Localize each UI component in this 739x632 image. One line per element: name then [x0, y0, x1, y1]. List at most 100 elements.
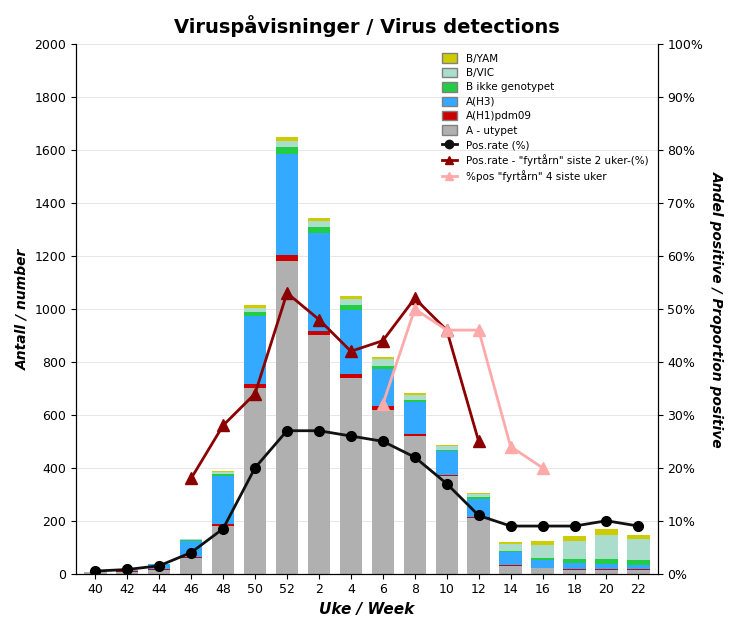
Pos.rate (%)	[410, 453, 419, 461]
%pos "fyrtårn" 4 siste uker	[378, 401, 387, 408]
X-axis label: Uke / Week: Uke / Week	[319, 602, 415, 617]
Bar	[372, 406, 394, 410]
Line: Pos.rate (%): Pos.rate (%)	[90, 426, 643, 576]
%pos "fyrtårn" 4 siste uker	[443, 326, 452, 334]
Bar	[531, 542, 554, 545]
Line: Pos.rate - "fyrtårn" siste 2 uker-(%): Pos.rate - "fyrtårn" siste 2 uker-(%)	[185, 288, 484, 484]
Bar	[403, 402, 426, 434]
Bar	[340, 299, 362, 305]
Bar	[340, 305, 362, 310]
Bar	[468, 518, 490, 574]
Bar	[627, 561, 650, 565]
Bar	[276, 137, 298, 141]
Bar	[307, 233, 330, 331]
Bar	[180, 539, 202, 540]
Bar	[500, 565, 522, 566]
Pos.rate (%)	[602, 517, 611, 525]
Pos.rate (%)	[474, 512, 483, 520]
Bar	[244, 312, 266, 315]
%pos "fyrtårn" 4 siste uker	[506, 443, 515, 451]
Pos.rate - "fyrtårn" siste 2 uker-(%)	[443, 326, 452, 334]
Pos.rate (%)	[538, 522, 547, 530]
Bar	[403, 436, 426, 574]
Bar	[563, 536, 586, 541]
Bar	[276, 147, 298, 154]
Bar	[244, 384, 266, 388]
Bar	[596, 564, 618, 569]
Bar	[531, 568, 554, 574]
Bar	[340, 374, 362, 378]
Bar	[244, 308, 266, 312]
Bar	[403, 392, 426, 395]
Pos.rate (%)	[347, 432, 355, 440]
Pos.rate (%)	[123, 566, 132, 573]
Legend: B/YAM, B/VIC, B ikke genotypet, A(H3), A(H1)pdm09, A - utypet, Pos.rate (%), Pos: B/YAM, B/VIC, B ikke genotypet, A(H3), A…	[437, 49, 653, 186]
Bar	[212, 474, 234, 477]
Bar	[276, 255, 298, 261]
Bar	[435, 446, 458, 450]
Bar	[531, 560, 554, 568]
Bar	[244, 388, 266, 574]
Bar	[244, 315, 266, 384]
Bar	[180, 540, 202, 557]
Bar	[148, 569, 171, 570]
Pos.rate - "fyrtårn" siste 2 uker-(%)	[378, 337, 387, 344]
Bar	[627, 565, 650, 569]
Bar	[531, 545, 554, 558]
Bar	[116, 570, 138, 571]
Bar	[148, 570, 171, 574]
Pos.rate - "fyrtårn" siste 2 uker-(%)	[347, 348, 355, 355]
Pos.rate (%)	[187, 549, 196, 556]
Bar	[468, 499, 490, 517]
Bar	[212, 526, 234, 574]
Bar	[596, 535, 618, 559]
Bar	[403, 400, 426, 402]
Bar	[372, 369, 394, 406]
Bar	[372, 357, 394, 360]
Bar	[212, 524, 234, 526]
Bar	[596, 530, 618, 535]
Bar	[372, 366, 394, 369]
Bar	[500, 552, 522, 565]
Pos.rate - "fyrtårn" siste 2 uker-(%)	[315, 316, 324, 324]
Bar	[212, 472, 234, 474]
Pos.rate (%)	[282, 427, 291, 435]
Pos.rate - "fyrtårn" siste 2 uker-(%)	[282, 289, 291, 297]
Bar	[435, 445, 458, 446]
Bar	[563, 559, 586, 562]
Pos.rate (%)	[634, 522, 643, 530]
Pos.rate (%)	[443, 480, 452, 487]
Pos.rate (%)	[219, 525, 228, 533]
Pos.rate (%)	[570, 522, 579, 530]
Bar	[435, 450, 458, 451]
Pos.rate (%)	[378, 437, 387, 445]
Bar	[276, 154, 298, 255]
Bar	[435, 475, 458, 476]
Bar	[531, 558, 554, 560]
Bar	[596, 570, 618, 574]
Bar	[468, 493, 490, 494]
Pos.rate (%)	[506, 522, 515, 530]
Bar	[307, 228, 330, 233]
Bar	[340, 310, 362, 374]
Pos.rate (%)	[251, 464, 259, 471]
Bar	[500, 542, 522, 544]
Pos.rate - "fyrtårn" siste 2 uker-(%)	[251, 390, 259, 398]
Bar	[563, 570, 586, 574]
Pos.rate - "fyrtårn" siste 2 uker-(%)	[219, 422, 228, 429]
Bar	[468, 497, 490, 499]
Line: %pos "fyrtårn" 4 siste uker: %pos "fyrtårn" 4 siste uker	[378, 303, 548, 473]
Y-axis label: Andel positive / Proportion positive: Andel positive / Proportion positive	[710, 171, 724, 447]
Bar	[468, 494, 490, 497]
Bar	[180, 558, 202, 574]
Bar	[307, 221, 330, 228]
Bar	[372, 360, 394, 366]
Pos.rate (%)	[154, 562, 163, 569]
Bar	[148, 564, 171, 569]
Bar	[340, 296, 362, 299]
Pos.rate - "fyrtårn" siste 2 uker-(%)	[474, 437, 483, 445]
Bar	[276, 141, 298, 147]
Bar	[596, 559, 618, 564]
Bar	[84, 573, 106, 574]
Bar	[180, 557, 202, 558]
